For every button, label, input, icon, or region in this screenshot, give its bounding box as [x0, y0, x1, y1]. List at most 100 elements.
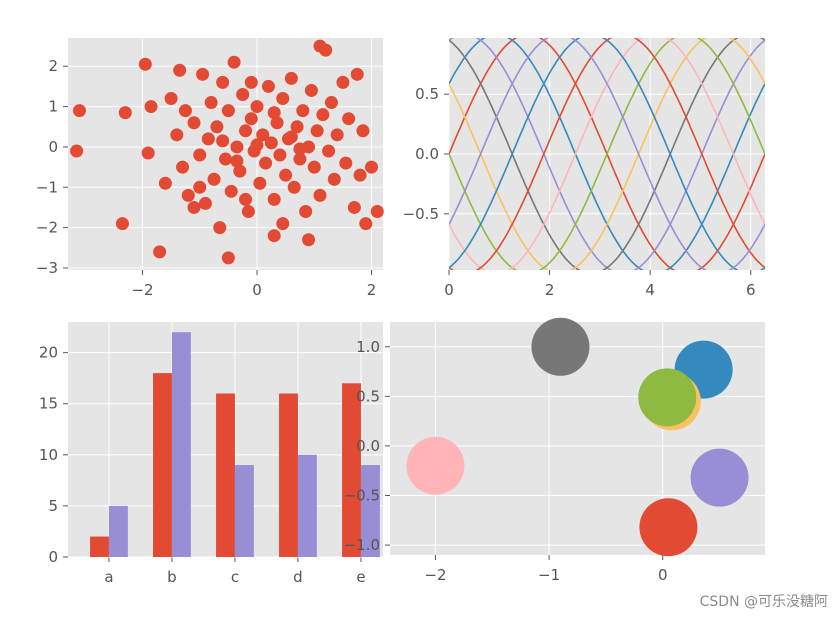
x-tick-label: 6: [746, 281, 756, 299]
bubble-point: [639, 498, 698, 557]
bar: [90, 536, 109, 557]
scatter-point: [290, 120, 304, 134]
y-tick-label: 2: [48, 57, 58, 75]
scatter-point: [141, 146, 155, 160]
x-tick-label: 4: [645, 281, 655, 299]
scatter-point: [296, 104, 310, 118]
scatter-point: [201, 132, 215, 146]
bar: [171, 332, 191, 557]
scatter-point: [253, 176, 267, 190]
scatter-point: [284, 71, 298, 85]
y-tick-label: 0.0: [356, 437, 380, 455]
bubble-point: [531, 317, 590, 376]
y-tick-label: 1: [48, 98, 58, 116]
y-tick-label: 10: [39, 446, 58, 464]
x-tick-label: b: [167, 568, 177, 586]
scatter-point: [313, 188, 327, 202]
y-tick-label: 0: [48, 548, 58, 566]
y-tick-label: 0: [48, 138, 58, 156]
sine-series-line: [449, 38, 765, 270]
bubble-point: [406, 436, 465, 495]
scatter-point: [307, 160, 321, 174]
scatter-point: [284, 130, 298, 144]
scatter-point: [327, 172, 341, 186]
x-tick-label: e: [356, 568, 365, 586]
scatter-point: [276, 217, 290, 231]
scatter-point: [227, 55, 241, 69]
scatter-point: [239, 124, 253, 138]
scatter-point: [256, 128, 270, 142]
scatter-point: [216, 134, 230, 148]
scatter-point: [221, 251, 235, 265]
scatter-point: [370, 204, 384, 218]
scatter-point: [342, 112, 356, 126]
scatter-point: [224, 184, 238, 198]
scatter-point: [118, 106, 132, 120]
scatter-point: [359, 217, 373, 231]
x-tick-label: a: [104, 568, 113, 586]
scatter-point: [72, 104, 86, 118]
scatter-point: [170, 128, 184, 142]
bar: [279, 393, 298, 557]
bar: [216, 393, 235, 557]
y-tick-label: −2: [36, 219, 58, 237]
bubble-point: [690, 448, 749, 507]
scatter-point: [270, 116, 284, 130]
scatter-point: [210, 120, 224, 134]
scatter-point: [365, 160, 379, 174]
bar: [234, 465, 254, 557]
scatter-point: [115, 217, 129, 231]
scatter-point: [267, 192, 281, 206]
scatter-point: [339, 156, 353, 170]
scatter-point: [230, 154, 244, 168]
scatter-point: [304, 83, 318, 97]
y-tick-label: −0.5: [344, 487, 380, 505]
x-tick-label: c: [231, 568, 239, 586]
bar: [360, 465, 380, 557]
y-tick-label: 0.5: [356, 387, 380, 405]
scatter-point: [273, 148, 287, 162]
scatter-point: [158, 176, 172, 190]
scatter-point: [164, 92, 178, 106]
scatter-point: [241, 204, 255, 218]
scatter-point: [310, 124, 324, 138]
scatter-point: [178, 104, 192, 118]
scatter-point: [293, 152, 307, 166]
scatter-point: [230, 140, 244, 154]
x-tick-label: 2: [545, 281, 555, 299]
watermark: CSDN @可乐没糖阿: [699, 594, 828, 610]
scatter-point: [336, 75, 350, 89]
x-tick-label: −2: [131, 281, 153, 299]
x-tick-label: 0: [444, 281, 454, 299]
bubble-panel: −2 −1 0 −1.0 −0.5 0.0 0.5 1.0: [344, 317, 765, 584]
scatter-point: [236, 87, 250, 101]
y-tick-label: 20: [39, 344, 58, 362]
bubble-point: [638, 368, 697, 427]
scatter-point: [250, 100, 264, 114]
scatter-point: [187, 116, 201, 130]
scatter-point: [193, 148, 207, 162]
x-tick-label: 2: [367, 281, 377, 299]
x-tick-label: 0: [658, 566, 668, 584]
scatter-point: [221, 104, 235, 118]
scatter-point: [350, 67, 364, 81]
scatter-point: [293, 142, 307, 156]
bar-panel: a b c d e 0 5 10 15 20: [39, 322, 383, 586]
y-tick-label: 0.0: [415, 145, 439, 163]
scatter-point: [313, 39, 327, 53]
scatter-point: [267, 229, 281, 243]
scatter-point: [347, 200, 361, 214]
scatter-point: [219, 152, 232, 166]
bar: [108, 505, 128, 557]
bar: [297, 454, 317, 557]
scatter-point: [138, 57, 152, 71]
scatter-point: [299, 204, 313, 218]
scatter-point: [356, 124, 370, 138]
scatter-point: [276, 92, 290, 106]
scatter-point: [233, 164, 247, 178]
scatter-point: [316, 108, 330, 122]
scatter-point: [198, 196, 212, 210]
y-tick-label: −0.5: [403, 205, 439, 223]
sine-series-line: [449, 38, 765, 270]
